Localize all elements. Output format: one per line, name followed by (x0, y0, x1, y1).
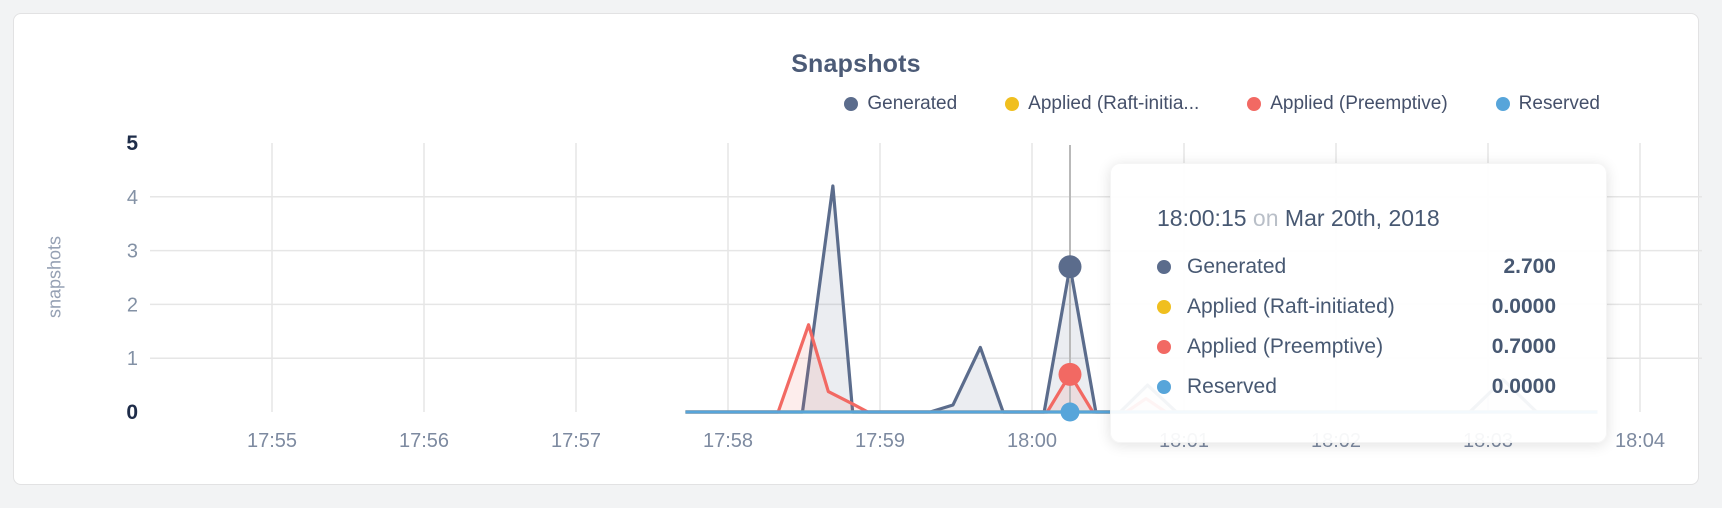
x-tick-label: 17:55 (247, 430, 297, 452)
tooltip-row-dot (1157, 260, 1171, 274)
y-tick-label: 3 (127, 241, 138, 263)
tooltip-row-value: 0.0000 (1491, 295, 1556, 318)
hover-dot-generated (1058, 255, 1082, 279)
legend-label: Generated (867, 93, 958, 114)
x-tick-label: 17:59 (855, 430, 905, 452)
chart-title: Snapshots (791, 50, 921, 78)
tooltip-row-applied-preemptive: Applied (Preemptive) 0.7000 (1157, 327, 1556, 367)
tooltip-row-dot (1157, 340, 1171, 354)
legend-dot (1005, 97, 1020, 111)
tooltip-row-label: Applied (Preemptive) (1187, 335, 1384, 358)
tooltip-row-label: Reserved (1187, 375, 1277, 398)
legend-item-applied-preemptive[interactable]: Applied (Preemptive) (1247, 93, 1448, 115)
y-tick-label: 4 (127, 187, 138, 209)
tooltip-row-value: 2.700 (1503, 255, 1556, 278)
x-tick-label: 17:58 (703, 430, 753, 452)
tooltip-title: 18:00:15 on Mar 20th, 2018 (1157, 204, 1556, 232)
x-tick-label: 18:00 (1007, 430, 1057, 452)
y-tick-label: 0 (126, 401, 138, 424)
hover-dot-reserved (1060, 402, 1080, 422)
y-tick-label: 1 (127, 348, 138, 370)
legend-dot (844, 97, 859, 111)
legend-item-generated[interactable]: Generated (844, 93, 957, 115)
tooltip-rows: Generated 2.700 Applied (Raft-initiated) 0.… (1157, 247, 1556, 407)
tooltip-row-value: 0.7000 (1491, 335, 1556, 358)
legend-label: Applied (Raft-initia... (1028, 93, 1200, 114)
hover-dot-applied-preemptive (1058, 362, 1082, 386)
chart-legend: Generated Applied (Raft-initia... Applied … (844, 93, 1600, 115)
y-tick-label: 5 (126, 132, 138, 155)
tooltip-row-dot (1157, 300, 1171, 314)
x-tick-label: 17:57 (551, 430, 601, 452)
tooltip-row-reserved: Reserved 0.0000 (1157, 367, 1556, 407)
legend-dot (1495, 97, 1510, 111)
legend-label: Reserved (1518, 93, 1600, 114)
x-tick-label: 18:04 (1615, 430, 1665, 452)
tooltip-row-dot (1157, 380, 1171, 394)
legend-dot (1247, 97, 1262, 111)
tooltip-row-applied-raft-initiated: Applied (Raft-initiated) 0.0000 (1157, 287, 1556, 327)
chart-tooltip: 18:00:15 on Mar 20th, 2018 Generated 2.70… (1110, 163, 1607, 443)
legend-item-applied-raft-initia[interactable]: Applied (Raft-initia... (1005, 93, 1199, 115)
tooltip-row-label: Generated (1187, 255, 1287, 278)
legend-label: Applied (Preemptive) (1270, 93, 1448, 114)
tooltip-date: Mar 20th, 2018 (1284, 205, 1440, 231)
legend-item-reserved[interactable]: Reserved (1495, 93, 1600, 115)
tooltip-row-label: Applied (Raft-initiated) (1187, 295, 1395, 318)
tooltip-row-value: 0.0000 (1491, 375, 1556, 398)
tooltip-date-connector: on (1252, 205, 1279, 231)
tooltip-time: 18:00:15 (1157, 205, 1247, 231)
y-tick-label: 2 (127, 294, 138, 316)
tooltip-row-generated: Generated 2.700 (1157, 247, 1556, 287)
x-tick-label: 17:56 (399, 430, 449, 452)
